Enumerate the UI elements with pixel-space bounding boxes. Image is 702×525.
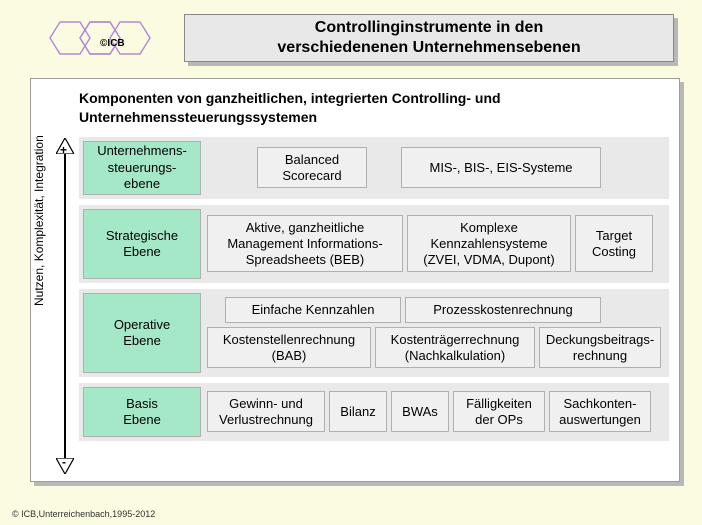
item-line: BalancedScorecard MIS-, BIS-, EIS-Systeme [207, 147, 665, 188]
level-label: StrategischeEbene [83, 209, 201, 279]
level-label: OperativeEbene [83, 293, 201, 373]
item-line: Gewinn- undVerlustrechnungBilanzBWAsFäll… [207, 391, 665, 432]
logo-text: ©ICB [100, 38, 125, 49]
instrument-item: Gewinn- undVerlustrechnung [207, 391, 325, 432]
level-label: BasisEbene [83, 387, 201, 437]
instrument-item: KomplexeKennzahlensysteme(ZVEI, VDMA, Du… [407, 215, 571, 272]
item-line: Kostenstellenrechnung(BAB)Kostenträgerre… [207, 327, 665, 368]
level-label: Unternehmens-steuerungs-ebene [83, 141, 201, 195]
title-banner: Controllinginstrumente in den verschiede… [184, 14, 674, 62]
level-row: Unternehmens-steuerungs-ebeneBalancedSco… [79, 137, 669, 199]
level-items: Gewinn- undVerlustrechnungBilanzBWAsFäll… [207, 387, 665, 437]
instrument-item: BWAs [391, 391, 449, 432]
level-items: BalancedScorecard MIS-, BIS-, EIS-Systeme [207, 141, 665, 195]
axis-line [64, 154, 66, 458]
instrument-item: MIS-, BIS-, EIS-Systeme [401, 147, 601, 188]
rows-container: Unternehmens-steuerungs-ebeneBalancedSco… [79, 137, 669, 441]
level-row: StrategischeEbeneAktive, ganzheitlicheMa… [79, 205, 669, 283]
item-line: Einfache KennzahlenProzesskostenrechnung [207, 297, 665, 323]
instrument-item: Sachkonten-auswertungen [549, 391, 651, 432]
content-frame: Komponenten von ganzheitlichen, integrie… [30, 78, 680, 482]
instrument-item: Prozesskostenrechnung [405, 297, 601, 323]
title-line-1: Controllinginstrumente in den [315, 18, 543, 38]
level-items: Aktive, ganzheitlicheManagement Informat… [207, 209, 665, 279]
subtitle-line-1: Komponenten von ganzheitlichen, integrie… [79, 89, 669, 108]
subtitle: Komponenten von ganzheitlichen, integrie… [79, 89, 669, 127]
instrument-item: Kostenstellenrechnung(BAB) [207, 327, 371, 368]
subtitle-line-2: Unternehmenssteuerungssystemen [79, 108, 669, 127]
item-line: Aktive, ganzheitlicheManagement Informat… [207, 215, 665, 272]
instrument-item: TargetCosting [575, 215, 653, 272]
level-items: Einfache KennzahlenProzesskostenrechnung… [207, 293, 665, 373]
instrument-item: Fälligkeitender OPs [453, 391, 545, 432]
instrument-item: Aktive, ganzheitlicheManagement Informat… [207, 215, 403, 272]
instrument-item: Deckungsbeitrags-rechnung [539, 327, 661, 368]
instrument-item: Kostenträgerrechnung(Nachkalkulation) [375, 327, 535, 368]
instrument-item: Bilanz [329, 391, 387, 432]
logo-hex-cluster: ©ICB [30, 8, 170, 68]
level-row: OperativeEbeneEinfache KennzahlenProzess… [79, 289, 669, 377]
copyright-footer: © ICB,Unterreichenbach,1995-2012 [12, 509, 155, 519]
title-line-2: verschiedenenen Unternehmensebenen [277, 38, 580, 58]
axis-minus-sign: - [62, 455, 66, 469]
instrument-item: BalancedScorecard [257, 147, 367, 188]
instrument-item: Einfache Kennzahlen [225, 297, 401, 323]
vertical-axis: + Nutzen, Komplexität, Integration - [38, 138, 78, 474]
axis-label: Nutzen, Komplexität, Integration [32, 135, 46, 306]
level-row: BasisEbeneGewinn- undVerlustrechnungBila… [79, 383, 669, 441]
